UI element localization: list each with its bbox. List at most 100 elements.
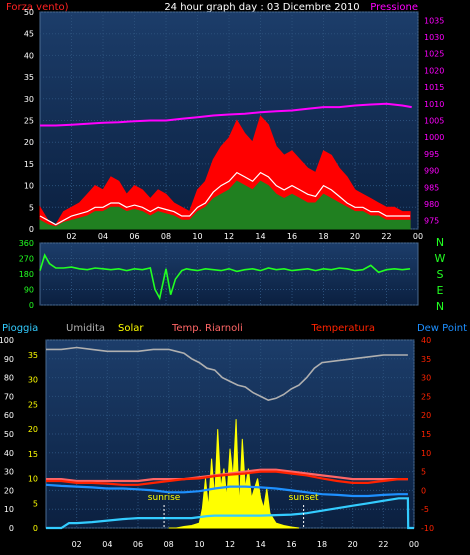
pressure-tick-label: 985 [424, 183, 439, 192]
time-tick-label: 18 [318, 232, 328, 241]
legend-solar: Solar [118, 323, 144, 334]
mid-tick-label: 5 [33, 499, 38, 508]
mid-tick-label: 15 [28, 450, 38, 459]
right-tick-label: 0 [421, 486, 426, 495]
direction-tick-label: 360 [19, 239, 34, 248]
direction-tick-label: 270 [19, 255, 34, 264]
right-tick-label: 10 [421, 449, 431, 458]
mid-tick-label: 25 [28, 400, 38, 409]
right-tick-label: 25 [421, 392, 431, 401]
left-tick-label: 60 [4, 411, 14, 420]
wind-tick-label: 0 [29, 225, 34, 234]
pressure-tick-label: 1025 [424, 50, 444, 59]
time-tick-label: 10 [194, 540, 204, 549]
time-tick-label: 22 [378, 540, 388, 549]
compass-label: W [435, 252, 446, 265]
time-tick-label: 08 [164, 540, 174, 549]
wind_avg-series [39, 180, 411, 230]
compass-label: S [437, 268, 444, 281]
pressure-series [40, 102, 412, 127]
time-tick-label: 20 [348, 540, 358, 549]
mid-tick-label: 30 [28, 376, 38, 385]
wind-tick-label: 10 [24, 182, 34, 191]
right-tick-label: 40 [421, 336, 431, 345]
right-tick-label: 20 [421, 411, 431, 420]
left-tick-label: 70 [4, 392, 14, 401]
left-tick-label: 30 [4, 468, 14, 477]
wind-tick-label: 35 [24, 73, 34, 82]
wind-tick-label: 30 [24, 95, 34, 104]
right-tick-label: -5 [421, 505, 429, 514]
time-tick-label: 12 [224, 232, 234, 241]
time-tick-label: 20 [350, 232, 360, 241]
wind-tick-label: 45 [24, 30, 34, 39]
wind-tick-label: 15 [24, 160, 34, 169]
wind_line-series [39, 171, 411, 226]
left-tick-label: 0 [9, 524, 14, 533]
time-tick-label: 08 [161, 232, 171, 241]
time-tick-label: 12 [225, 540, 235, 549]
right-tick-label: 5 [421, 468, 426, 477]
mid-tick-label: 20 [28, 425, 38, 434]
wind-tick-label: 20 [24, 138, 34, 147]
legend-humidity: Umidita [66, 323, 105, 334]
time-tick-label: 16 [286, 540, 296, 549]
pressure-tick-label: 990 [424, 167, 439, 176]
pressure-tick-label: 995 [424, 150, 439, 159]
time-tick-label: 16 [287, 232, 297, 241]
time-tick-label: 14 [255, 232, 265, 241]
lower-legend: Pioggia Umidita Solar Temp. Riarnoli Tempera… [2, 323, 467, 334]
time-tick-label: 14 [256, 540, 266, 549]
time-tick-label: 18 [317, 540, 327, 549]
pressure-tick-label: 1010 [424, 100, 444, 109]
wind-tick-label: 40 [24, 51, 34, 60]
pressure-tick-label: 1015 [424, 83, 444, 92]
pressure-tick-label: 980 [424, 200, 439, 209]
left-tick-label: 50 [4, 430, 14, 439]
time-tick-label: 02 [66, 232, 76, 241]
legend-temperature: Temperatura [310, 323, 375, 334]
direction-tick-label: 90 [24, 286, 34, 295]
wind-axis-label: Forza vento) [6, 2, 69, 13]
pressure-tick-label: 975 [424, 217, 439, 226]
left-tick-label: 10 [4, 505, 14, 514]
sunrise-label: sunrise [148, 493, 181, 503]
time-tick-label: 06 [129, 232, 139, 241]
mid-tick-label: 10 [28, 475, 38, 484]
humidity-series [46, 346, 408, 402]
right-tick-label: 15 [421, 430, 431, 439]
legend-rain: Pioggia [2, 323, 38, 334]
left-tick-label: 20 [4, 486, 14, 495]
pressure-axis-label: Pressione [370, 2, 418, 13]
legend-dew_point: Dew Point [417, 323, 467, 334]
left-tick-label: 80 [4, 374, 14, 383]
rain-series [46, 497, 414, 530]
chart-title: 24 hour graph day : 03 Dicembre 2010 [164, 2, 359, 13]
pressure-tick-label: 1000 [424, 133, 444, 142]
left-tick-label: 100 [0, 336, 14, 345]
left-tick-label: 40 [4, 449, 14, 458]
direction-tick-label: 180 [19, 270, 34, 279]
time-tick-label: 00 [413, 232, 423, 241]
direction-series [39, 253, 411, 301]
time-tick-label: 10 [192, 232, 202, 241]
pressure-tick-label: 1030 [424, 33, 444, 42]
compass-label: N [436, 236, 444, 249]
time-tick-label: 22 [381, 232, 391, 241]
dew_point-series [45, 483, 408, 498]
legend-temp_inside: Temp. Riarnoli [171, 323, 243, 334]
temperature-series [46, 470, 408, 486]
compass-label: E [437, 284, 444, 297]
right-tick-label: -10 [421, 524, 434, 533]
right-tick-label: 35 [421, 355, 431, 364]
wind-tick-label: 5 [29, 203, 34, 212]
time-tick-label: 04 [102, 540, 112, 549]
time-tick-label: 06 [133, 540, 143, 549]
time-tick-label: 04 [98, 232, 108, 241]
mid-tick-label: 35 [28, 351, 38, 360]
time-tick-label: 02 [72, 540, 82, 549]
